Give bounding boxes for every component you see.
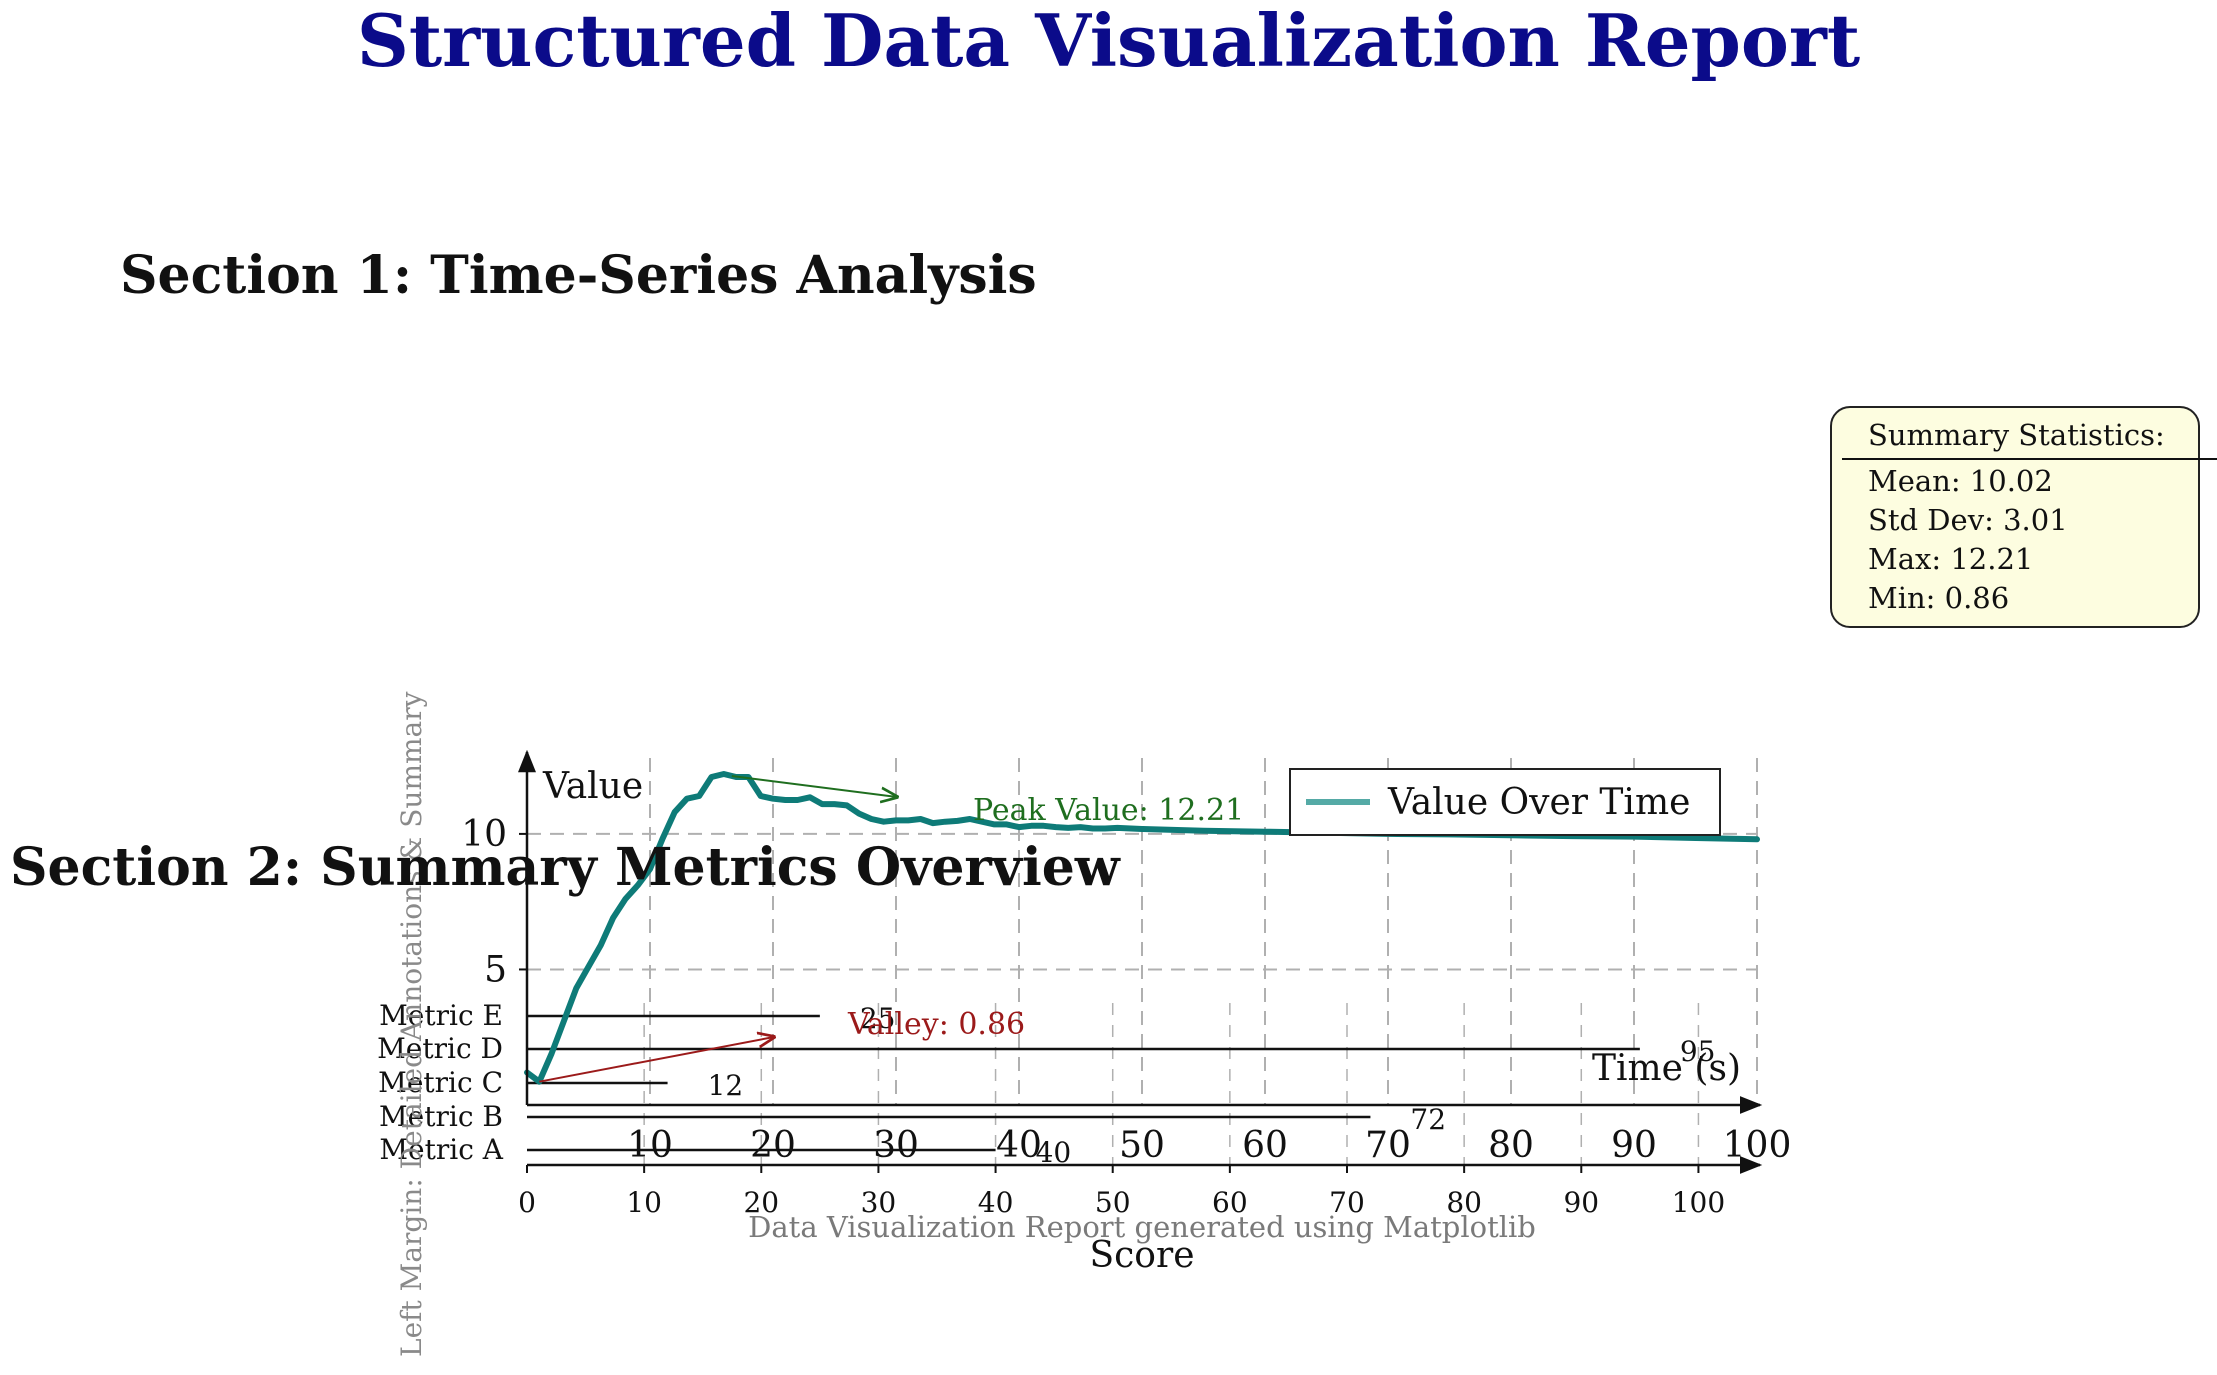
left-margin-note: Left Margin: Detailed Annotations & Summ… <box>395 691 428 1357</box>
bar-chart-x-tick-label: 100 <box>1672 1186 1725 1219</box>
bar-data-label: 40 <box>1036 1136 1072 1169</box>
bar-chart-x-tick-label: 50 <box>1095 1186 1131 1219</box>
peak-annotation-label: Peak Value: 12.21 <box>973 793 1244 828</box>
bar-chart-x-tick-label: 0 <box>518 1186 536 1219</box>
line-chart-x-axis-label: Time (s) <box>1592 1048 1741 1089</box>
bar-chart-x-tick-label: 80 <box>1446 1186 1482 1219</box>
line-chart-x-tick-label: 10 <box>627 1125 673 1166</box>
bar-chart-x-tick-label: 40 <box>978 1186 1014 1219</box>
bar-category-label: Metric C <box>378 1066 503 1099</box>
line-chart-legend: Value Over Time <box>1289 768 1721 836</box>
line-chart-y-tick-label: 5 <box>484 949 507 990</box>
bar-data-label: 25 <box>860 1002 896 1035</box>
line-chart-x-tick-label: 100 <box>1723 1125 1792 1166</box>
summary-max: Max: 12.21 <box>1868 542 2034 576</box>
line-chart-x-tick-label: 30 <box>873 1125 919 1166</box>
valley-annotation-arrow <box>539 1037 774 1083</box>
summary-mean: Mean: 10.02 <box>1868 464 2053 498</box>
line-chart-y-axis-label: Value <box>542 766 643 807</box>
valley-annotation-label: Valley: 0.86 <box>847 1007 1025 1042</box>
summary-min: Min: 0.86 <box>1868 581 2010 615</box>
series-value-over-time <box>524 771 1760 1085</box>
footer-note: Data Visualization Report generated usin… <box>748 1210 1536 1244</box>
summary-statistics-box: Summary Statistics: Mean: 10.02 Std Dev:… <box>1830 406 2217 628</box>
line-chart-x-tick-label: 50 <box>1119 1125 1165 1166</box>
line-chart-x-tick-label: 40 <box>996 1125 1042 1166</box>
section-2-heading: Section 2: Summary Metrics Overview <box>10 837 1120 898</box>
bar-category-label: Metric A <box>379 1133 503 1166</box>
bar-chart-x-axis-label: Score <box>1089 1235 1194 1276</box>
bar-category-label: Metric B <box>379 1100 503 1133</box>
line-chart-x-tick-label: 80 <box>1488 1125 1534 1166</box>
summary-divider <box>1842 458 2217 460</box>
bar-category-label: Metric E <box>379 999 503 1032</box>
line-chart-x-tick-label: 20 <box>750 1125 796 1166</box>
bar-data-label: 12 <box>708 1069 744 1102</box>
line-chart-y-tick-label: 10 <box>461 814 507 855</box>
bar-chart-x-tick-label: 20 <box>743 1186 779 1219</box>
legend-entry-label: Value Over Time <box>1387 782 1690 823</box>
bar-data-label: 95 <box>1680 1035 1716 1068</box>
summary-std-dev: Std Dev: 3.01 <box>1868 503 2068 537</box>
bar-data-label: 72 <box>1410 1103 1446 1136</box>
bar-chart-x-tick-label: 10 <box>626 1186 662 1219</box>
peak-annotation-arrow <box>731 775 897 797</box>
section-1-heading: Section 1: Time-Series Analysis <box>120 245 1037 306</box>
summary-header: Summary Statistics: <box>1868 418 2165 452</box>
line-chart-x-tick-label: 60 <box>1242 1125 1288 1166</box>
line-chart-x-tick-label: 90 <box>1611 1125 1657 1166</box>
bar-chart-x-tick-label: 90 <box>1563 1186 1599 1219</box>
bar-chart-x-tick-label: 30 <box>861 1186 897 1219</box>
bar-category-label: Metric D <box>377 1032 503 1065</box>
report-title: Structured Data Visualization Report <box>356 0 1861 83</box>
line-chart-x-tick-label: 70 <box>1365 1125 1411 1166</box>
bar-chart-x-tick-label: 60 <box>1212 1186 1248 1219</box>
bar-chart-x-tick-label: 70 <box>1329 1186 1365 1219</box>
